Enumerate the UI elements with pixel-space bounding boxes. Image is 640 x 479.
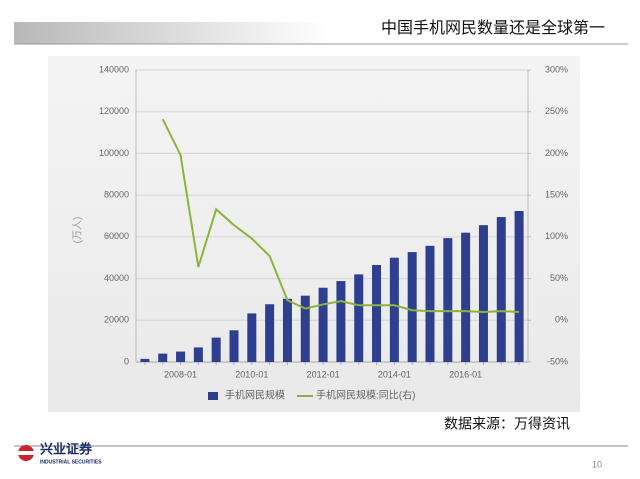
y-tick-label: 80000	[104, 190, 129, 200]
bar	[478, 225, 488, 362]
bar	[211, 337, 221, 362]
bar	[318, 287, 328, 362]
bar	[300, 295, 310, 362]
y-tick-label: 0	[124, 356, 129, 366]
y-tick-label: 40000	[104, 273, 129, 283]
bar	[247, 313, 257, 362]
x-tick-label: 2016-01	[449, 369, 482, 379]
bar	[354, 274, 364, 362]
chart-title: 中国手机网民数量还是全球第一	[381, 19, 605, 37]
legend-swatch	[208, 392, 218, 400]
x-tick-label: 2010-01	[235, 369, 268, 379]
logo-icon-stripe	[18, 451, 34, 455]
y2-tick-label: 100%	[545, 231, 568, 241]
bar	[229, 330, 239, 362]
bar	[372, 265, 382, 362]
bar	[461, 232, 471, 362]
y-axis-label: (万人)	[72, 217, 84, 244]
source-note: 数据来源：万得资讯	[444, 416, 570, 432]
bar	[425, 245, 435, 362]
bar	[336, 281, 346, 362]
header-bar	[14, 22, 330, 44]
x-tick-label: 2014-01	[378, 369, 411, 379]
y-tick-label: 120000	[99, 106, 129, 116]
bar	[265, 304, 275, 362]
logo-text-en: INDUSTRIAL SECURITIES	[40, 459, 102, 465]
y2-tick-label: 50%	[550, 273, 568, 283]
bar	[140, 358, 150, 362]
page-number: 10	[592, 459, 602, 469]
y-tick-label: 140000	[99, 64, 129, 74]
bar	[443, 238, 453, 362]
bar	[514, 210, 524, 362]
line	[161, 118, 520, 313]
y2-tick-label: -50%	[547, 356, 568, 366]
y-tick-label: 60000	[104, 231, 129, 241]
chart-background	[48, 56, 580, 412]
y-tick-label: 20000	[104, 315, 129, 325]
bar	[193, 347, 203, 362]
bar	[389, 257, 399, 362]
y2-tick-label: 200%	[545, 148, 568, 158]
y2-tick-label: 300%	[545, 64, 568, 74]
x-tick-label: 2012-01	[307, 369, 340, 379]
logo-text: 兴业证券	[40, 441, 93, 456]
legend-label: 手机网民规模:同比(右)	[316, 389, 415, 402]
y2-tick-label: 150%	[545, 190, 568, 200]
bar	[176, 351, 186, 362]
y2-tick-label: 0%	[555, 315, 568, 325]
bar	[496, 217, 506, 362]
legend-label: 手机网民规模	[225, 389, 285, 402]
x-tick-label: 2008-01	[164, 369, 197, 379]
bar	[158, 353, 168, 362]
bar	[407, 252, 417, 362]
y2-tick-label: 250%	[545, 106, 568, 116]
y-tick-label: 100000	[99, 148, 129, 158]
bar	[282, 298, 292, 362]
